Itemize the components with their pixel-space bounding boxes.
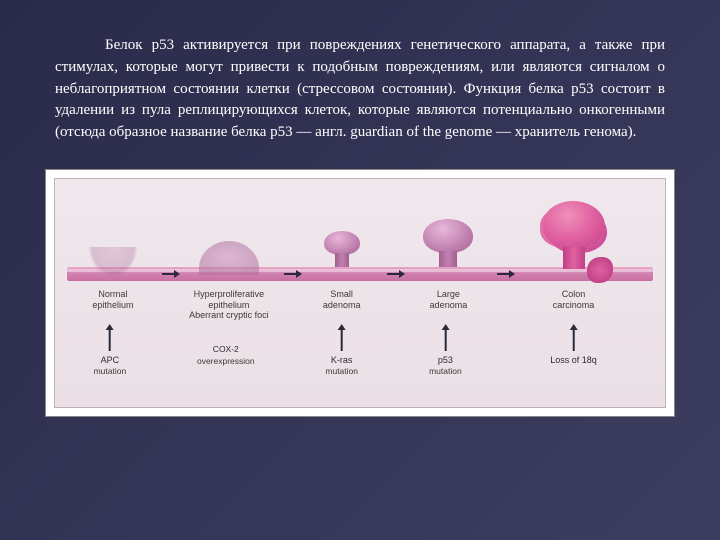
mutation-18q: Loss of 18q: [550, 329, 597, 365]
paragraph-text: Белок p53 активируется при повреждениях …: [55, 37, 665, 140]
mutation-apc: APC mutation: [94, 329, 127, 376]
arrow-right-icon: [162, 271, 180, 277]
diagram-container: Normal epithelium Hyperproliferative epi…: [45, 169, 675, 417]
growth-small-adenoma: [324, 231, 360, 267]
mutation-kras: K-ras mutation: [325, 329, 358, 376]
growth-normal: [88, 239, 138, 277]
growth-hyperproliferative: [199, 235, 259, 275]
description-paragraph: Белок p53 активируется при повреждениях …: [0, 0, 720, 159]
stage-label: Colon carcinoma: [553, 289, 595, 311]
stage-label: Hyperproliferative epithelium Aberrant c…: [189, 289, 269, 321]
arrow-right-icon: [387, 271, 405, 277]
arrow-up-icon: [109, 329, 111, 351]
arrow-up-icon: [572, 329, 574, 351]
arrow-up-icon: [341, 329, 343, 351]
mutation-row: APC mutation COX-2 overexpression K-ras …: [55, 329, 665, 399]
stage-label: Large adenoma: [430, 289, 468, 311]
growth-large-adenoma: [423, 219, 473, 267]
stage-label: Small adenoma: [323, 289, 361, 311]
growth-carcinoma: [543, 201, 605, 269]
mutation-cox2: COX-2 overexpression: [197, 341, 255, 366]
arrow-right-icon: [284, 271, 302, 277]
mutation-p53: p53 mutation: [429, 329, 462, 376]
arrow-right-icon: [497, 271, 515, 277]
stage-label: Normal epithelium: [92, 289, 133, 311]
progression-diagram: Normal epithelium Hyperproliferative epi…: [54, 178, 666, 408]
arrow-up-icon: [444, 329, 446, 351]
